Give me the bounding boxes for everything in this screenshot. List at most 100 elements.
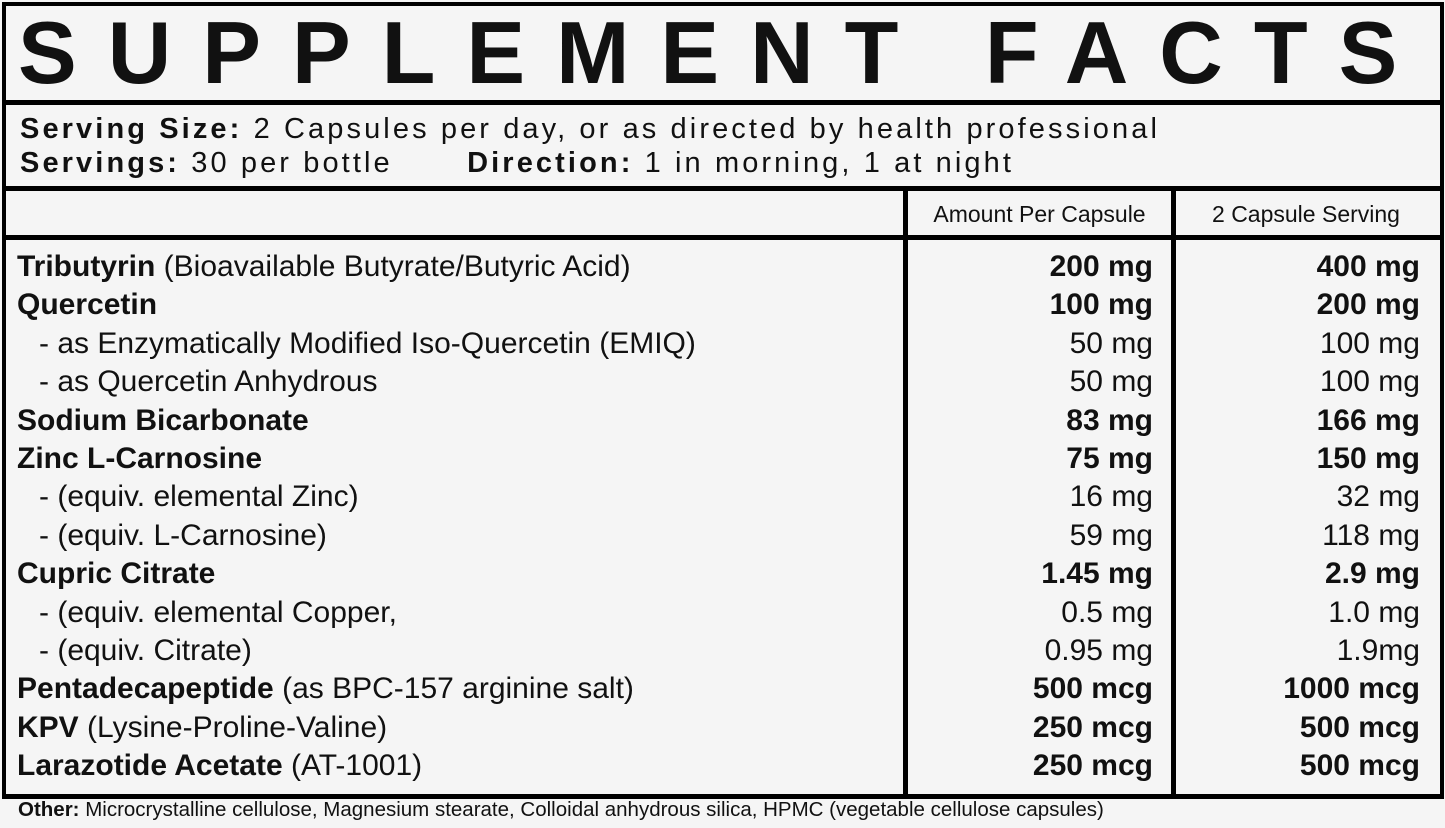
divider — [2, 235, 1444, 240]
ingredient-note: - (equiv. elemental Zinc) — [39, 480, 359, 514]
amount-per-serving: 500 mcg — [1299, 710, 1420, 744]
amount-cell: 0.5 mg — [908, 594, 1153, 632]
ingredient-note: - (equiv. Citrate) — [39, 633, 252, 667]
panel-title: SUPPLEMENT FACTS — [18, 3, 1429, 102]
amount-per-capsule: 50 mg — [1069, 326, 1153, 360]
ingredient-row: Tributyrin (Bioavailable Butyrate/Butyri… — [17, 248, 897, 286]
divider — [2, 186, 1444, 191]
amount-cell: 16 mg — [908, 478, 1153, 516]
amount-per-serving: 1.0 mg — [1328, 595, 1420, 629]
amount-cell: 0.95 mg — [908, 632, 1153, 670]
amount-per-serving: 100 mg — [1319, 365, 1420, 399]
amount-per-serving: 1000 mcg — [1283, 672, 1420, 706]
ingredient-row: Pentadecapeptide (as BPC-157 arginine sa… — [17, 670, 897, 708]
amount-cell: 500 mcg — [1176, 747, 1420, 785]
amount-per-capsule: 1.45 mg — [1041, 557, 1153, 591]
amount-cell: 150 mg — [1176, 440, 1420, 478]
amount-per-capsule: 100 mg — [1049, 288, 1153, 322]
servings-label: Servings: — [20, 147, 181, 179]
other-label: Other: — [18, 798, 80, 821]
ingredient-note: (Lysine-Proline-Valine) — [78, 710, 388, 744]
amount-per-capsule: 250 mcg — [1032, 749, 1153, 783]
amount-per-serving: 100 mg — [1319, 326, 1420, 360]
ingredient-name: Cupric Citrate — [17, 557, 216, 591]
facts-panel-border — [2, 2, 1444, 799]
column-divider — [1171, 188, 1176, 794]
column-divider — [903, 188, 908, 794]
amount-per-serving: 150 mg — [1316, 441, 1420, 475]
ingredient-name: Tributyrin — [17, 250, 156, 283]
amount-cell: 500 mcg — [908, 670, 1153, 708]
other-text: Microcrystalline cellulose, Magnesium st… — [79, 798, 1104, 821]
ingredient-note: - as Enzymatically Modified Iso-Querceti… — [39, 326, 696, 360]
ingredient-row: - (equiv. elemental Zinc) — [17, 478, 897, 516]
ingredient-row: Zinc L-Carnosine — [17, 440, 897, 478]
ingredient-note: (as BPC-157 arginine salt) — [273, 672, 634, 706]
amount-cell: 100 mg — [1176, 363, 1420, 401]
ingredient-row: Quercetin — [17, 286, 897, 324]
ingredient-name: Zinc L-Carnosine — [17, 441, 263, 475]
ingredient-row: KPV (Lysine-Proline-Valine) — [17, 709, 897, 747]
amount-cell: 100 mg — [1176, 325, 1420, 363]
amount-per-capsule: 16 mg — [1069, 480, 1153, 514]
amount-cell: 2.9 mg — [1176, 555, 1420, 593]
amount-cell: 1000 mcg — [1176, 670, 1420, 708]
amount-cell: 50 mg — [908, 363, 1153, 401]
ingredient-row: - (equiv. L-Carnosine) — [17, 517, 897, 555]
amount-cell: 1.9mg — [1176, 632, 1420, 670]
ingredient-name: Pentadecapeptide — [17, 672, 274, 706]
amount-per-capsule: 0.5 mg — [1061, 595, 1153, 629]
amount-per-capsule: 250 mcg — [1032, 710, 1153, 744]
direction-value: 1 in morning, 1 at night — [644, 147, 1015, 179]
amount-cell: 118 mg — [1176, 517, 1420, 555]
ingredient-note: - (equiv. elemental Copper, — [39, 595, 397, 629]
amount-per-serving: 2.9 mg — [1324, 557, 1420, 591]
amount-cell: 200 mg — [1176, 286, 1420, 324]
amount-per-capsule: 500 mcg — [1032, 672, 1153, 706]
amount-cell: 1.0 mg — [1176, 594, 1420, 632]
amount-cell: 75 mg — [908, 440, 1153, 478]
amount-cell: 400 mg — [1176, 248, 1420, 286]
amount-per-serving: 166 mg — [1316, 403, 1420, 437]
amount-cell: 59 mg — [908, 517, 1153, 555]
amount-per-capsule: 0.95 mg — [1044, 633, 1153, 667]
ingredient-row: Sodium Bicarbonate — [17, 402, 897, 440]
other-ingredients: Other: Microcrystalline cellulose, Magne… — [18, 797, 1104, 823]
ingredient-row: - (equiv. elemental Copper, — [17, 594, 897, 632]
ingredient-note: - as Quercetin Anhydrous — [39, 365, 378, 399]
ingredient-row: - as Enzymatically Modified Iso-Querceti… — [17, 325, 897, 363]
amount-cell: 250 mcg — [908, 747, 1153, 785]
ingredient-name: Sodium Bicarbonate — [17, 403, 309, 437]
amount-per-capsule: 50 mg — [1069, 365, 1153, 399]
amount-cell: 100 mg — [908, 286, 1153, 324]
ingredient-note: (AT-1001) — [282, 749, 423, 783]
amount-per-serving: 500 mcg — [1299, 749, 1420, 783]
amounts-per-capsule: 200 mg 100 mg 50 mg 50 mg 83 mg 75 mg 16 mg 59 … — [908, 248, 1153, 785]
amount-per-capsule: 200 mg — [1049, 250, 1153, 283]
amount-per-serving: 400 mg — [1316, 250, 1420, 283]
amount-cell: 250 mcg — [908, 709, 1153, 747]
amount-per-serving: 32 mg — [1336, 480, 1420, 514]
amount-per-capsule: 59 mg — [1069, 518, 1153, 552]
amount-cell: 50 mg — [908, 325, 1153, 363]
servings-line: Servings: 30 per bottle Direction: 1 in … — [20, 146, 1014, 180]
ingredient-row: - (equiv. Citrate) — [17, 632, 897, 670]
amount-per-serving: 200 mg — [1316, 288, 1420, 322]
amount-cell: 1.45 mg — [908, 555, 1153, 593]
ingredient-row: Larazotide Acetate (AT-1001) — [17, 747, 897, 785]
serving-size-label: Serving Size: — [20, 113, 243, 145]
ingredient-name: Larazotide Acetate — [17, 749, 283, 783]
amount-per-capsule: 83 mg — [1066, 403, 1153, 437]
direction-label: Direction: — [467, 147, 634, 179]
ingredient-name: KPV — [17, 710, 79, 744]
servings-value: 30 per bottle — [191, 147, 393, 179]
ingredient-row: Cupric Citrate — [17, 555, 897, 593]
amount-per-serving: 118 mg — [1322, 518, 1420, 552]
amount-per-serving: 1.9mg — [1336, 633, 1420, 667]
ingredient-name: Quercetin — [17, 288, 158, 322]
amount-cell: 32 mg — [1176, 478, 1420, 516]
column-header-per-serving: 2 Capsule Serving — [1212, 201, 1400, 227]
amount-cell: 500 mcg — [1176, 709, 1420, 747]
ingredient-note: - (equiv. L-Carnosine) — [39, 518, 327, 552]
column-header-per-capsule: Amount Per Capsule — [933, 201, 1146, 227]
